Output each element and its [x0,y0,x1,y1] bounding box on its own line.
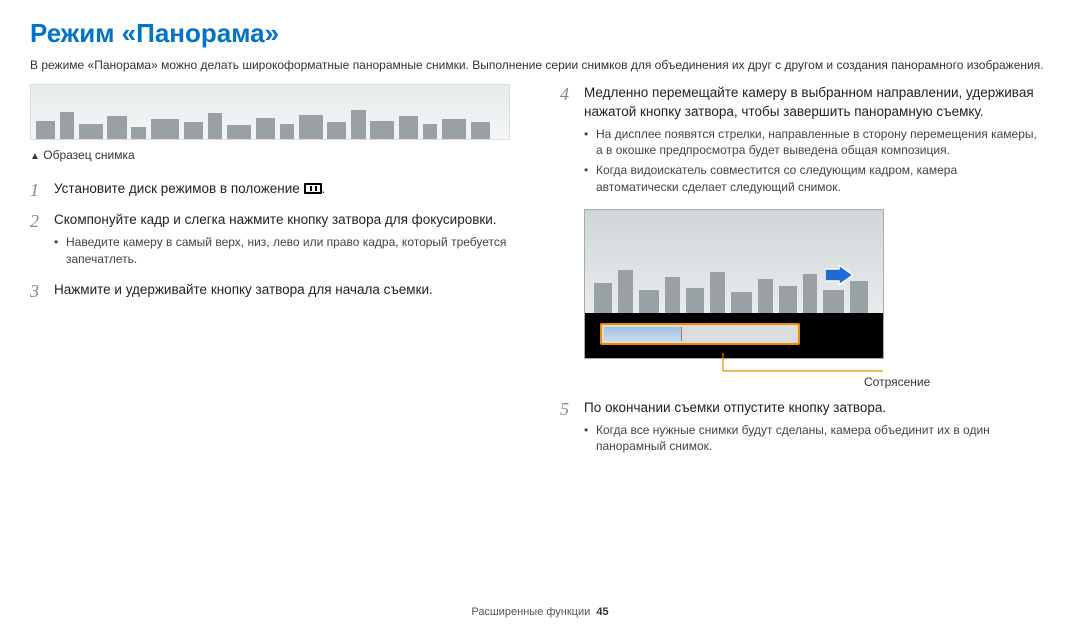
step-1-text: Установите диск режимов в положение . [54,180,325,202]
triangle-up-icon: ▲ [30,151,40,162]
step-5-text: По окончании съемки отпустите кнопку зат… [584,399,1040,418]
step-number: 4 [560,84,574,199]
step-3-text: Нажмите и удерживайте кнопку затвора для… [54,281,433,303]
page-title: Режим «Панорама» [30,18,1050,49]
step-2-bullet: Наведите камеру в самый верх, низ, лево … [54,234,510,268]
panorama-sample-image [30,84,510,140]
intro-text: В режиме «Панорама» можно делать широкоф… [30,57,1050,74]
step-number: 2 [30,211,44,270]
preview-bar [600,323,800,345]
page-footer: Расширенные функции 45 [0,606,1080,618]
step-4-text: Медленно перемещайте камеру в выбранном … [584,84,1040,122]
step-2-text: Скомпонуйте кадр и слегка нажмите кнопку… [54,211,510,230]
step-number: 1 [30,180,44,202]
step-4-bullet: Когда видоискатель совместится со следую… [584,162,1040,196]
step-5-bullet: Когда все нужные снимки будут сделаны, к… [584,422,1040,456]
panorama-diagram [584,209,884,359]
panorama-mode-icon [304,183,322,194]
step-number: 5 [560,399,574,458]
step-4-bullet: На дисплее появятся стрелки, направленны… [584,126,1040,160]
direction-arrow-icon [825,265,853,285]
sample-caption: ▲ Образец снимка [30,148,510,162]
step-number: 3 [30,281,44,303]
